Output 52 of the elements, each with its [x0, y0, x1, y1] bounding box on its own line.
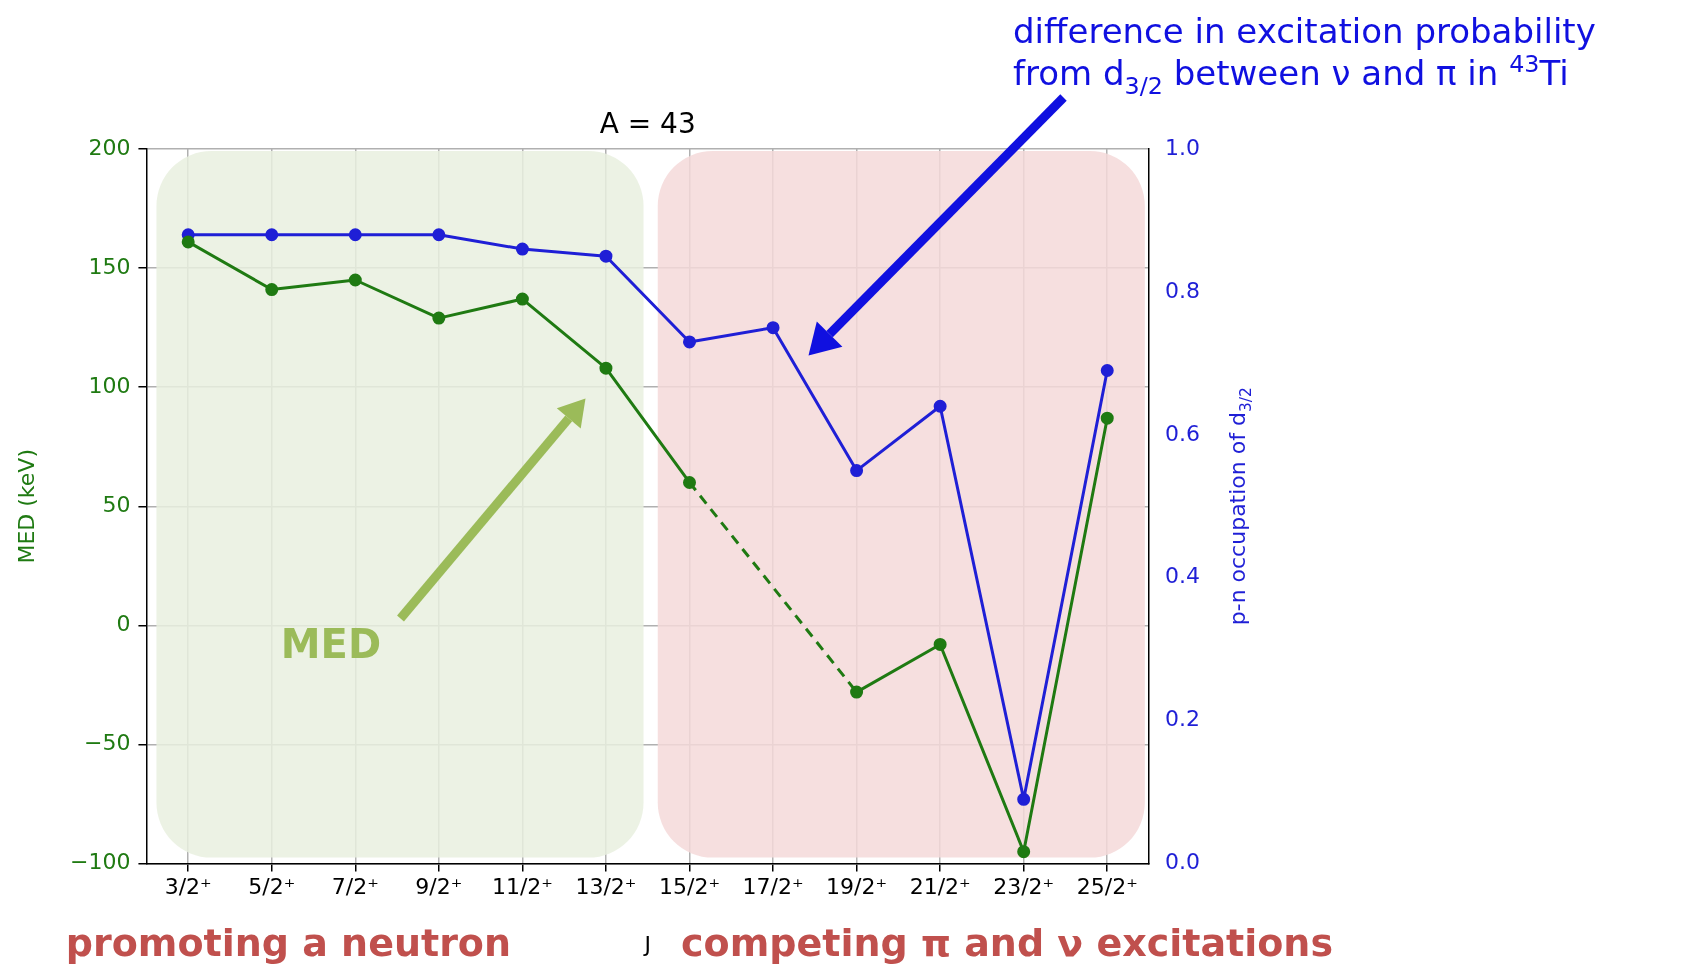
x-tick-label: 5/2⁺	[248, 873, 296, 899]
y2-tick-label: 0.2	[1165, 706, 1201, 732]
x-axis-title: J	[642, 931, 651, 957]
point	[1100, 364, 1114, 378]
point	[1017, 845, 1031, 859]
y-tick-label: 100	[88, 372, 131, 398]
y2-tick-label: 0.6	[1165, 420, 1201, 446]
point	[515, 242, 529, 256]
point	[432, 311, 446, 325]
x-tick-label: 13/2⁺	[575, 873, 637, 899]
point	[599, 249, 613, 263]
point	[766, 321, 780, 335]
point	[515, 292, 529, 306]
y-tick-label: −100	[69, 849, 131, 875]
x-tick-label: 21/2⁺	[909, 873, 971, 899]
point	[933, 637, 947, 651]
x-tick-label: 23/2⁺	[993, 873, 1055, 899]
point	[682, 335, 696, 349]
y-tick-label: 150	[88, 253, 131, 279]
x-tick-label: 15/2⁺	[658, 873, 720, 899]
y2-tick-label: 0.4	[1165, 563, 1201, 589]
x-tick-label: 17/2⁺	[742, 873, 804, 899]
y2-tick-label: 1.0	[1165, 134, 1201, 160]
y-tick-label: 200	[88, 134, 131, 160]
y2-tick-label: 0.8	[1165, 277, 1201, 303]
point	[432, 228, 446, 242]
y2-tick-label: 0.0	[1165, 849, 1201, 875]
x-tick-label: 7/2⁺	[331, 873, 379, 899]
point	[265, 228, 279, 242]
y-axis-title: MED (keV)	[14, 449, 39, 564]
point	[599, 361, 613, 375]
band-label: competing π and ν excitations	[681, 920, 1334, 965]
x-tick-label: 19/2⁺	[826, 873, 888, 899]
x-tick-label: 3/2⁺	[164, 873, 212, 899]
y-tick-label: −50	[83, 730, 131, 756]
band-label: promoting a neutron	[65, 920, 512, 965]
point	[265, 283, 279, 297]
x-tick-label: 11/2⁺	[491, 873, 553, 899]
point	[1100, 411, 1114, 425]
point	[348, 228, 362, 242]
x-tick-label: 9/2⁺	[415, 873, 463, 899]
y-tick-label: 50	[102, 492, 131, 518]
point	[181, 235, 195, 249]
y2-axis-title: p-n occupation of d3/2	[1225, 387, 1255, 626]
point	[850, 464, 864, 478]
annotation: MED	[280, 621, 382, 668]
y-tick-label: 0	[116, 611, 131, 637]
x-tick-label: 25/2⁺	[1076, 873, 1138, 899]
chart-title: A = 43	[599, 107, 696, 140]
point	[1017, 792, 1031, 806]
point	[348, 273, 362, 287]
point	[933, 399, 947, 413]
